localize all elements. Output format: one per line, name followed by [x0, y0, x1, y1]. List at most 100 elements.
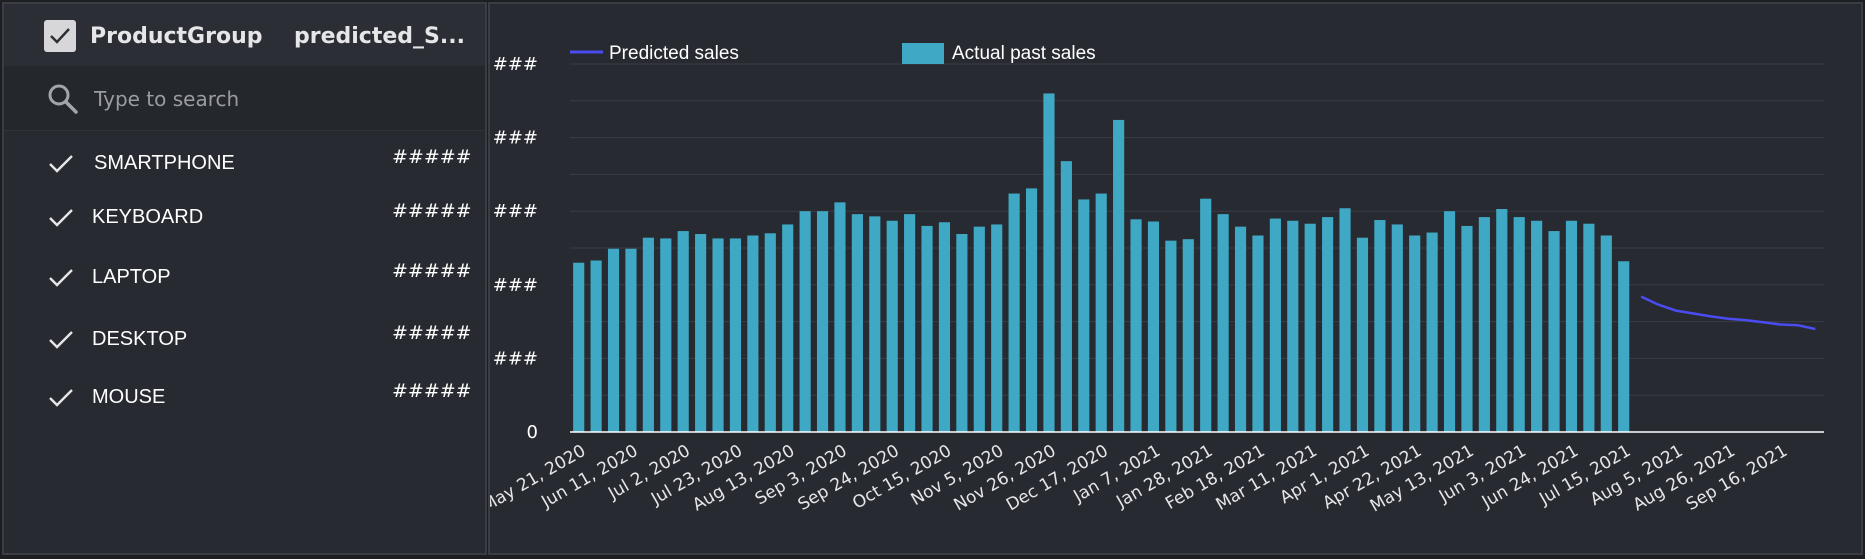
checkmark-icon — [49, 155, 73, 173]
bar-actual-sales — [1287, 220, 1299, 432]
bar-actual-sales — [1409, 235, 1421, 432]
bar-actual-sales — [886, 220, 898, 432]
product-group-column-header[interactable]: ProductGroup — [90, 24, 263, 49]
bar-actual-sales — [1200, 198, 1212, 432]
bar-actual-sales — [816, 211, 829, 432]
legend-actual-swatch — [902, 43, 944, 64]
bar-actual-sales — [851, 214, 863, 432]
checkmark-icon — [49, 389, 73, 407]
bar-actual-sales — [1252, 235, 1264, 432]
filter-item-label: LAPTOP — [92, 266, 171, 288]
filter-item-keyboard[interactable]: KEYBOARD ##### — [4, 198, 485, 238]
filter-item-label: KEYBOARD — [92, 206, 204, 228]
bar-actual-sales — [1496, 208, 1508, 432]
bar-actual-sales — [1078, 199, 1090, 432]
bar-actual-sales — [1165, 240, 1177, 432]
filter-header: ProductGroup predicted_S... — [4, 4, 485, 66]
bar-actual-sales — [607, 248, 620, 432]
bar-actual-sales — [1025, 188, 1038, 432]
y-tick-label: 0 — [527, 422, 538, 443]
bar-actual-sales — [1548, 231, 1560, 432]
y-tick-label: ### — [493, 348, 538, 369]
bar-actual-sales — [712, 238, 724, 432]
legend-predicted-label: Predicted sales — [609, 43, 739, 64]
bar-actual-sales — [1513, 217, 1525, 432]
bar-actual-sales — [642, 237, 654, 432]
bar-actual-sales — [869, 216, 881, 432]
bar-actual-sales — [1478, 217, 1490, 432]
bar-actual-sales — [1008, 193, 1020, 432]
bar-actual-sales — [1113, 119, 1125, 432]
filter-item-label: MOUSE — [92, 386, 166, 408]
sales-chart-panel: 0 ### ### ### ### ### May 21, 2020 Jun 11, 2020… — [488, 2, 1863, 555]
bar-actual-sales — [1095, 193, 1107, 432]
bar-actual-sales — [991, 224, 1003, 432]
filter-item-value: ##### — [392, 260, 472, 282]
bar-actual-sales — [1269, 218, 1281, 432]
filter-item-desktop[interactable]: DESKTOP ##### — [4, 320, 485, 360]
bar-actual-sales — [1391, 224, 1403, 432]
filter-item-value: ##### — [392, 200, 472, 222]
bar-actual-sales — [782, 224, 794, 432]
filter-item-label: SMARTPHONE — [94, 152, 235, 174]
y-tick-label: ### — [493, 54, 538, 75]
product-group-filter-panel: ProductGroup predicted_S... SMARTPHONE ##… — [2, 2, 487, 555]
bar-actual-sales — [1339, 208, 1351, 432]
bar-actual-sales — [695, 234, 707, 432]
bar-actual-sales — [938, 222, 951, 432]
bar-actual-sales — [677, 231, 689, 432]
checkmark-icon — [49, 331, 73, 349]
checkmark-icon — [49, 209, 73, 227]
search-input[interactable] — [92, 84, 456, 114]
bar-actual-sales — [1304, 223, 1316, 432]
select-all-checkbox[interactable] — [44, 20, 76, 52]
bar-actual-sales — [1583, 223, 1595, 432]
filter-item-smartphone[interactable]: SMARTPHONE ##### — [4, 144, 485, 184]
bar-actual-sales — [1130, 219, 1142, 432]
bar-actual-sales — [1618, 261, 1630, 432]
bar-actual-sales — [1374, 220, 1386, 432]
filter-item-value: ##### — [392, 322, 472, 344]
predicted-sales-column-header[interactable]: predicted_S... — [294, 24, 465, 49]
filter-item-laptop[interactable]: LAPTOP ##### — [4, 258, 485, 298]
bar-actual-sales — [973, 226, 985, 432]
bar-actual-sales — [1565, 220, 1578, 432]
bar-actual-sales — [956, 234, 968, 432]
legend-actual-label: Actual past sales — [952, 43, 1096, 64]
bar-actual-sales — [1531, 220, 1543, 432]
bar-actual-sales — [729, 238, 742, 432]
bar-actual-sales — [1043, 93, 1055, 432]
bar-actual-sales — [590, 260, 602, 432]
bar-actual-sales — [1147, 221, 1160, 432]
bar-actual-sales — [904, 214, 916, 432]
search-row — [4, 66, 485, 131]
y-tick-label: ### — [493, 275, 538, 296]
line-predicted-sales — [1640, 295, 1816, 331]
filter-item-mouse[interactable]: MOUSE ##### — [4, 378, 485, 418]
bar-actual-sales — [834, 202, 846, 432]
filter-item-label: DESKTOP — [92, 328, 188, 350]
bar-actual-sales — [625, 248, 637, 432]
checkmark-icon — [49, 269, 73, 287]
bar-actual-sales — [921, 225, 933, 432]
bar-actual-sales — [1600, 235, 1612, 432]
bar-actual-sales — [1217, 214, 1229, 432]
bar-actual-sales — [1060, 161, 1072, 433]
filter-item-value: ##### — [392, 380, 472, 402]
search-icon — [48, 84, 78, 114]
bar-actual-sales — [1234, 226, 1247, 432]
bar-actual-sales — [1426, 232, 1438, 432]
bar-actual-sales — [1443, 211, 1456, 432]
checkmark-icon — [50, 28, 70, 44]
bar-actual-sales — [1356, 237, 1369, 432]
bar-actual-sales — [764, 233, 776, 432]
bar-actual-sales — [1461, 225, 1473, 432]
y-tick-label: ### — [493, 128, 538, 149]
bar-actual-sales — [799, 211, 811, 432]
bar-actual-sales — [573, 262, 585, 432]
bar-actual-sales — [1322, 217, 1334, 432]
y-tick-label: ### — [493, 201, 538, 222]
bar-actual-sales — [747, 235, 759, 432]
bar-actual-sales — [660, 238, 672, 432]
